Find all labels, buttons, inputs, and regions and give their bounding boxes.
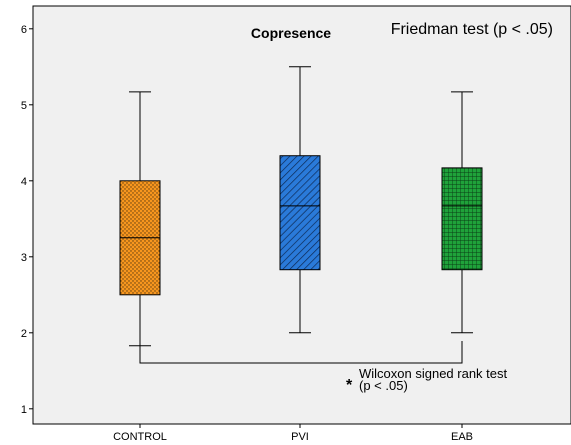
iqr-box: [279, 155, 321, 271]
chart-title: Copresence: [251, 25, 331, 41]
comparison-bracket: * Wilcoxon signed rank test (p < .05): [139, 341, 508, 394]
y-tick-label: 4: [21, 176, 27, 188]
box-control: [119, 91, 161, 347]
x-tick-label: CONTROL: [113, 431, 167, 443]
significance-star: *: [346, 377, 353, 394]
bracket-line: [139, 341, 463, 364]
y-tick-label: 6: [21, 24, 27, 36]
y-tick-label: 1: [21, 404, 27, 416]
boxes: [119, 66, 483, 347]
y-tick-label: 5: [21, 100, 27, 112]
y-axis: 1 2 3 4 5 6: [21, 24, 33, 416]
box-eab: [441, 91, 483, 334]
y-tick-label: 3: [21, 252, 27, 264]
wilcoxon-label: Wilcoxon signed rank test: [359, 366, 508, 381]
x-axis: CONTROL PVI EAB: [113, 424, 473, 443]
box-pvi: [279, 66, 321, 334]
y-tick-label: 2: [21, 328, 27, 340]
iqr-box: [441, 167, 483, 271]
wilcoxon-pvalue: (p < .05): [359, 378, 408, 393]
x-tick-label: EAB: [451, 431, 473, 443]
friedman-annotation: Friedman test (p < .05): [391, 21, 553, 38]
x-tick-label: PVI: [291, 431, 309, 443]
